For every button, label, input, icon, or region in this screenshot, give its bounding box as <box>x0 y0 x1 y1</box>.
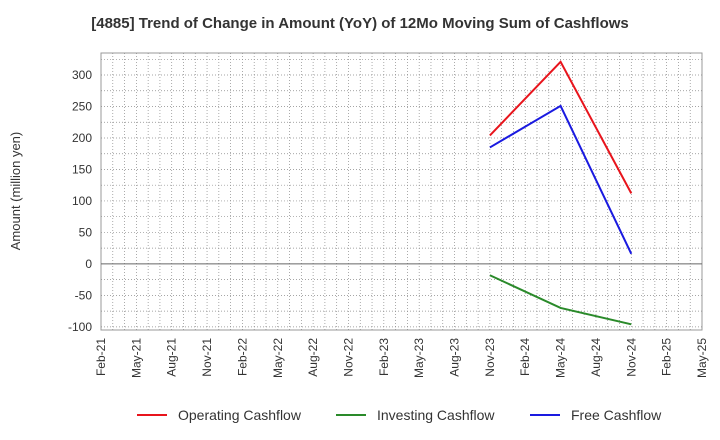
x-tick-label: Feb-22 <box>235 338 249 376</box>
y-tick-label: 200 <box>72 131 92 145</box>
y-tick-label: 250 <box>72 100 92 114</box>
y-tick-label: 50 <box>79 225 93 239</box>
x-tick-label: Aug-23 <box>448 338 462 377</box>
y-tick-label: -50 <box>75 288 93 302</box>
x-tick-label: Nov-22 <box>341 338 355 377</box>
x-tick-label: Feb-23 <box>377 338 391 376</box>
x-tick-label: May-23 <box>412 338 426 378</box>
y-tick-label: 0 <box>85 257 92 271</box>
legend-label-investing-cashflow: Investing Cashflow <box>377 407 495 423</box>
y-tick-label: 300 <box>72 68 92 82</box>
y-tick-label: 100 <box>72 194 92 208</box>
y-tick-label: -100 <box>68 320 92 334</box>
series-layer <box>489 60 633 326</box>
x-tick-label: Feb-21 <box>94 338 108 376</box>
x-axis: Feb-21 May-21 Aug-21 Nov-21 Feb-22 May-22 Aug-… <box>94 338 709 378</box>
y-axis: 300 250 200 150 100 50 0 -50 -100 <box>68 68 92 334</box>
x-tick-label: Aug-22 <box>306 338 320 377</box>
x-tick-label: Aug-24 <box>589 338 603 377</box>
grid <box>101 53 702 330</box>
x-tick-label: Nov-24 <box>624 338 638 377</box>
legend: Operating Cashflow Investing Cashflow Free… <box>137 407 662 423</box>
series-line-free-cashflow <box>489 104 633 255</box>
chart-title: [4885] Trend of Change in Amount (YoY) o… <box>91 15 629 32</box>
x-tick-label: May-22 <box>271 338 285 378</box>
x-tick-label: Feb-24 <box>518 338 532 376</box>
series-line-operating-cashflow <box>489 60 633 194</box>
x-tick-label: Nov-21 <box>200 338 214 377</box>
x-tick-label: May-25 <box>695 338 709 378</box>
legend-label-free-cashflow: Free Cashflow <box>571 407 662 423</box>
y-tick-label: 150 <box>72 162 92 176</box>
x-tick-label: May-21 <box>129 338 143 378</box>
y-axis-title: Amount (million yen) <box>8 132 23 251</box>
plot-area <box>100 52 703 331</box>
x-tick-label: Aug-21 <box>165 338 179 377</box>
x-tick-label: May-24 <box>554 338 568 378</box>
x-tick-label: Nov-23 <box>483 338 497 377</box>
series-line-investing-cashflow <box>489 274 632 326</box>
legend-label-operating-cashflow: Operating Cashflow <box>178 407 302 423</box>
x-tick-label: Feb-25 <box>660 338 674 376</box>
